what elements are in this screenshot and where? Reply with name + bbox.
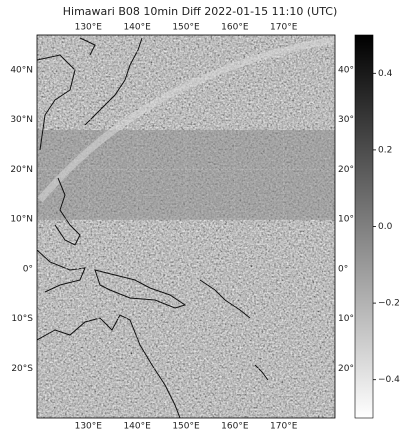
map-image [37,35,335,418]
lon-label-bottom: 140°E [123,422,151,432]
lat-label: 0° [23,264,33,274]
lat-label: 10°S [11,314,33,324]
lon-label-top: 160°E [221,23,249,33]
lon-label-bottom: 130°E [75,422,103,432]
lat-label: 40°N [10,65,33,75]
colorbar-tick-label: −0.4 [378,375,400,385]
colorbar-tick-label: 0.4 [378,69,393,79]
lat-label-right: 30° [338,115,354,125]
lat-label-right: 10° [338,314,354,324]
title: Himawari B08 10min Diff 2022-01-15 11:10… [63,5,337,18]
colorbar-tick-label: 0.0 [378,222,393,232]
lat-label-right: 20° [338,165,354,175]
lat-label-right: 20° [338,364,354,374]
figure: Himawari B08 10min Diff 2022-01-15 11:10… [0,0,400,432]
colorbar [355,35,373,418]
lat-label-right: 10° [338,215,354,225]
lat-label: 30°N [10,115,33,125]
lat-label-right: 40° [338,65,354,75]
lat-label: 10°N [10,215,33,225]
lat-label: 20°S [11,364,33,374]
lon-label-top: 130°E [75,23,103,33]
lat-label-right: 0° [338,264,348,274]
lon-label-bottom: 170°E [270,422,298,432]
lon-label-top: 170°E [270,23,298,33]
lat-label: 20°N [10,165,33,175]
lon-label-bottom: 150°E [172,422,200,432]
lon-label-top: 150°E [172,23,200,33]
lon-label-bottom: 160°E [221,422,249,432]
colorbar-tick-label: 0.2 [378,145,392,155]
lon-label-top: 140°E [123,23,151,33]
colorbar-tick-label: −0.2 [378,299,400,309]
